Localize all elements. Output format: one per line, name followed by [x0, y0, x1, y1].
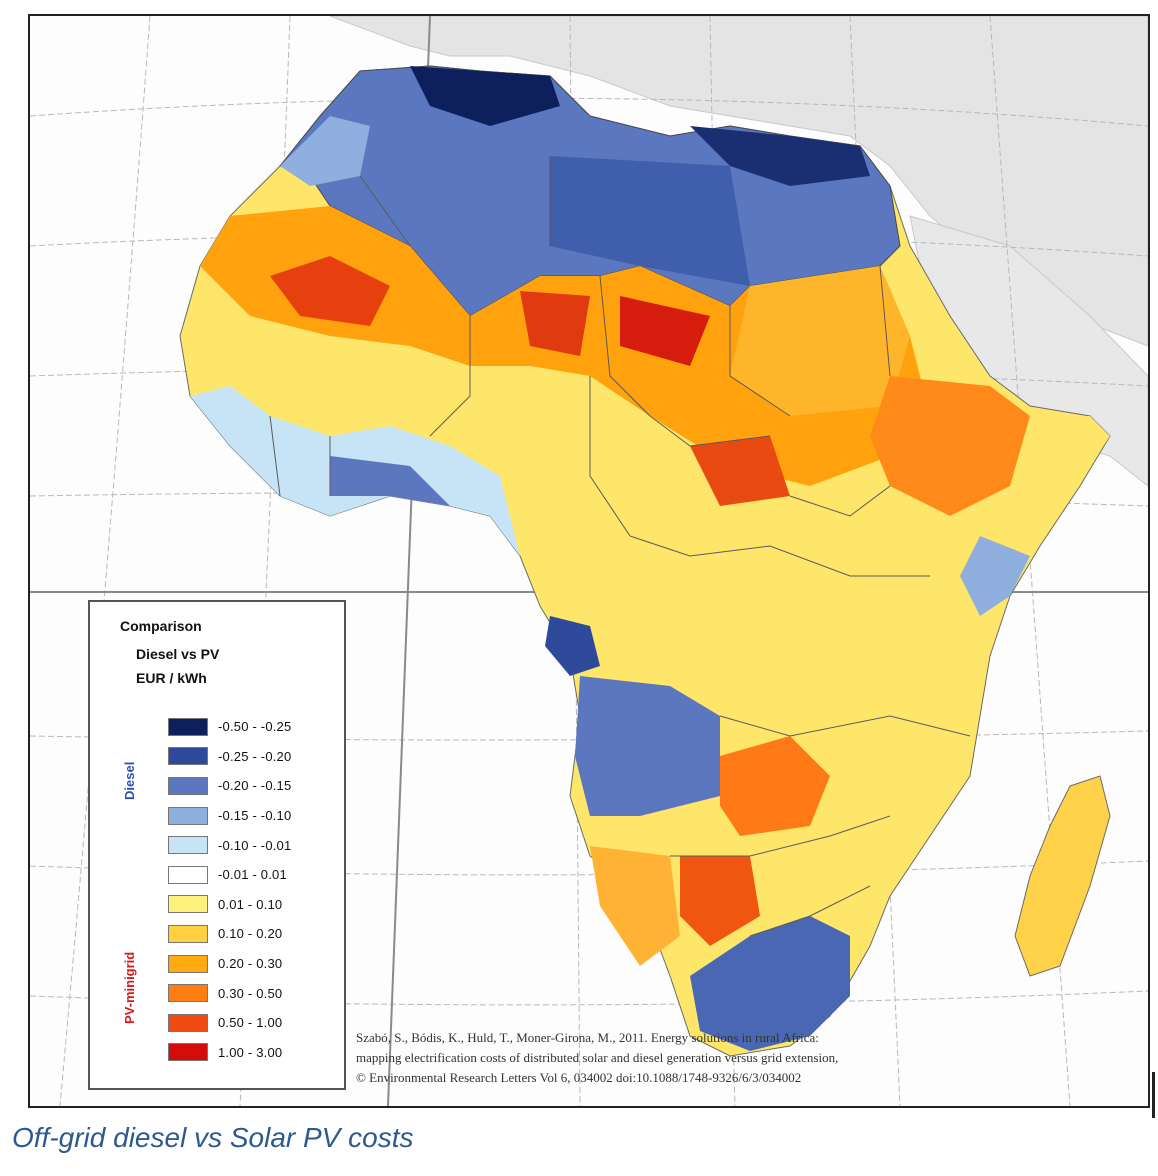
legend-label: -0.15 - -0.10	[218, 808, 292, 824]
legend-swatch	[168, 865, 208, 884]
legend-row: 0.01 - 0.10	[168, 890, 291, 920]
legend-swatch	[168, 747, 208, 766]
sudan-orange	[730, 266, 910, 416]
edge-marker	[1152, 1072, 1155, 1118]
mauritania-hotspot	[270, 256, 390, 326]
nigeria-blue	[330, 456, 450, 506]
egypt-coast-deep-blue	[690, 126, 870, 186]
south-africa-diesel-zone	[690, 916, 850, 1051]
legend-label: -0.20 - -0.15	[218, 778, 292, 794]
somalia-light	[1000, 416, 1110, 556]
mediterranean-coast-deep-blue	[410, 66, 560, 126]
legend-label: -0.01 - 0.01	[218, 867, 287, 883]
ethiopia-orange	[870, 376, 1030, 516]
legend-label: -0.25 - -0.20	[218, 748, 292, 764]
legend-row: -0.01 - 0.01	[168, 860, 291, 890]
zambia-orange	[720, 736, 830, 836]
source-citation: Szabó, S., Bódis, K., Huld, T., Moner-Gi…	[356, 1028, 1096, 1088]
legend-swatch	[168, 984, 208, 1003]
europe-landmass	[329, 16, 1148, 347]
citation-line: Szabó, S., Bódis, K., Huld, T., Moner-Gi…	[356, 1030, 819, 1045]
legend-label: -0.10 - -0.01	[218, 837, 292, 853]
legend-swatch	[168, 1013, 208, 1032]
africa-cost-map	[28, 14, 1150, 1108]
legend-swatch	[168, 954, 208, 973]
legend-row: -0.50 - -0.25	[168, 712, 291, 742]
chad-hotspot	[620, 296, 710, 366]
botswana-hotspot	[680, 856, 760, 946]
gabon-coast-blue	[545, 616, 600, 676]
angola-diesel-zone	[575, 676, 720, 816]
country-borders	[269, 156, 971, 937]
citation-line: © Environmental Research Letters Vol 6, …	[356, 1070, 802, 1085]
legend-swatch	[168, 895, 208, 914]
libya-diesel-zone	[550, 156, 750, 286]
legend-row: 1.00 - 3.00	[168, 1038, 291, 1068]
niger-hotspot	[520, 291, 590, 356]
legend-group-pv: PV-minigrid	[122, 951, 137, 1024]
legend-swatch	[168, 836, 208, 855]
legend-label: -0.50 - -0.25	[218, 719, 292, 735]
legend-label: 1.00 - 3.00	[218, 1044, 283, 1060]
legend-row: 0.10 - 0.20	[168, 919, 291, 949]
car-hotspot	[690, 436, 790, 506]
legend-class-list: -0.50 - -0.25 -0.25 - -0.20 -0.20 - -0.15 -…	[168, 712, 291, 1067]
kenya-blue	[960, 536, 1030, 616]
legend-row: 0.50 - 1.00	[168, 1008, 291, 1038]
morocco-light-zone	[280, 116, 370, 186]
legend-unit: EUR / kWh	[136, 670, 207, 686]
legend-swatch	[168, 806, 208, 825]
citation-line: mapping electrification costs of distrib…	[356, 1050, 839, 1065]
legend-row: -0.15 - -0.10	[168, 801, 291, 831]
legend-group-diesel: Diesel	[122, 761, 137, 800]
legend-title: Comparison	[120, 618, 202, 634]
legend-swatch	[168, 776, 208, 795]
legend-row: -0.25 - -0.20	[168, 742, 291, 772]
legend-swatch	[168, 717, 208, 736]
madagascar-landmass	[1014, 775, 1111, 977]
legend-label: 0.01 - 0.10	[218, 896, 283, 912]
legend-row: 0.20 - 0.30	[168, 949, 291, 979]
legend-swatch	[168, 924, 208, 943]
legend-label: 0.30 - 0.50	[218, 985, 283, 1001]
legend-subtitle: Diesel vs PV	[136, 646, 220, 662]
namibia-orange	[590, 846, 680, 966]
legend-row: 0.30 - 0.50	[168, 978, 291, 1008]
map-canvas	[30, 16, 1148, 1106]
map-legend: Comparison Diesel vs PV EUR / kWh Diesel…	[88, 600, 346, 1090]
legend-label: 0.20 - 0.30	[218, 956, 283, 972]
legend-row: -0.20 - -0.15	[168, 771, 291, 801]
legend-label: 0.10 - 0.20	[218, 926, 283, 942]
legend-swatch	[168, 1043, 208, 1062]
legend-label: 0.50 - 1.00	[218, 1015, 283, 1031]
figure-caption: Off-grid diesel vs Solar PV costs	[12, 1122, 414, 1153]
legend-row: -0.10 - -0.01	[168, 830, 291, 860]
